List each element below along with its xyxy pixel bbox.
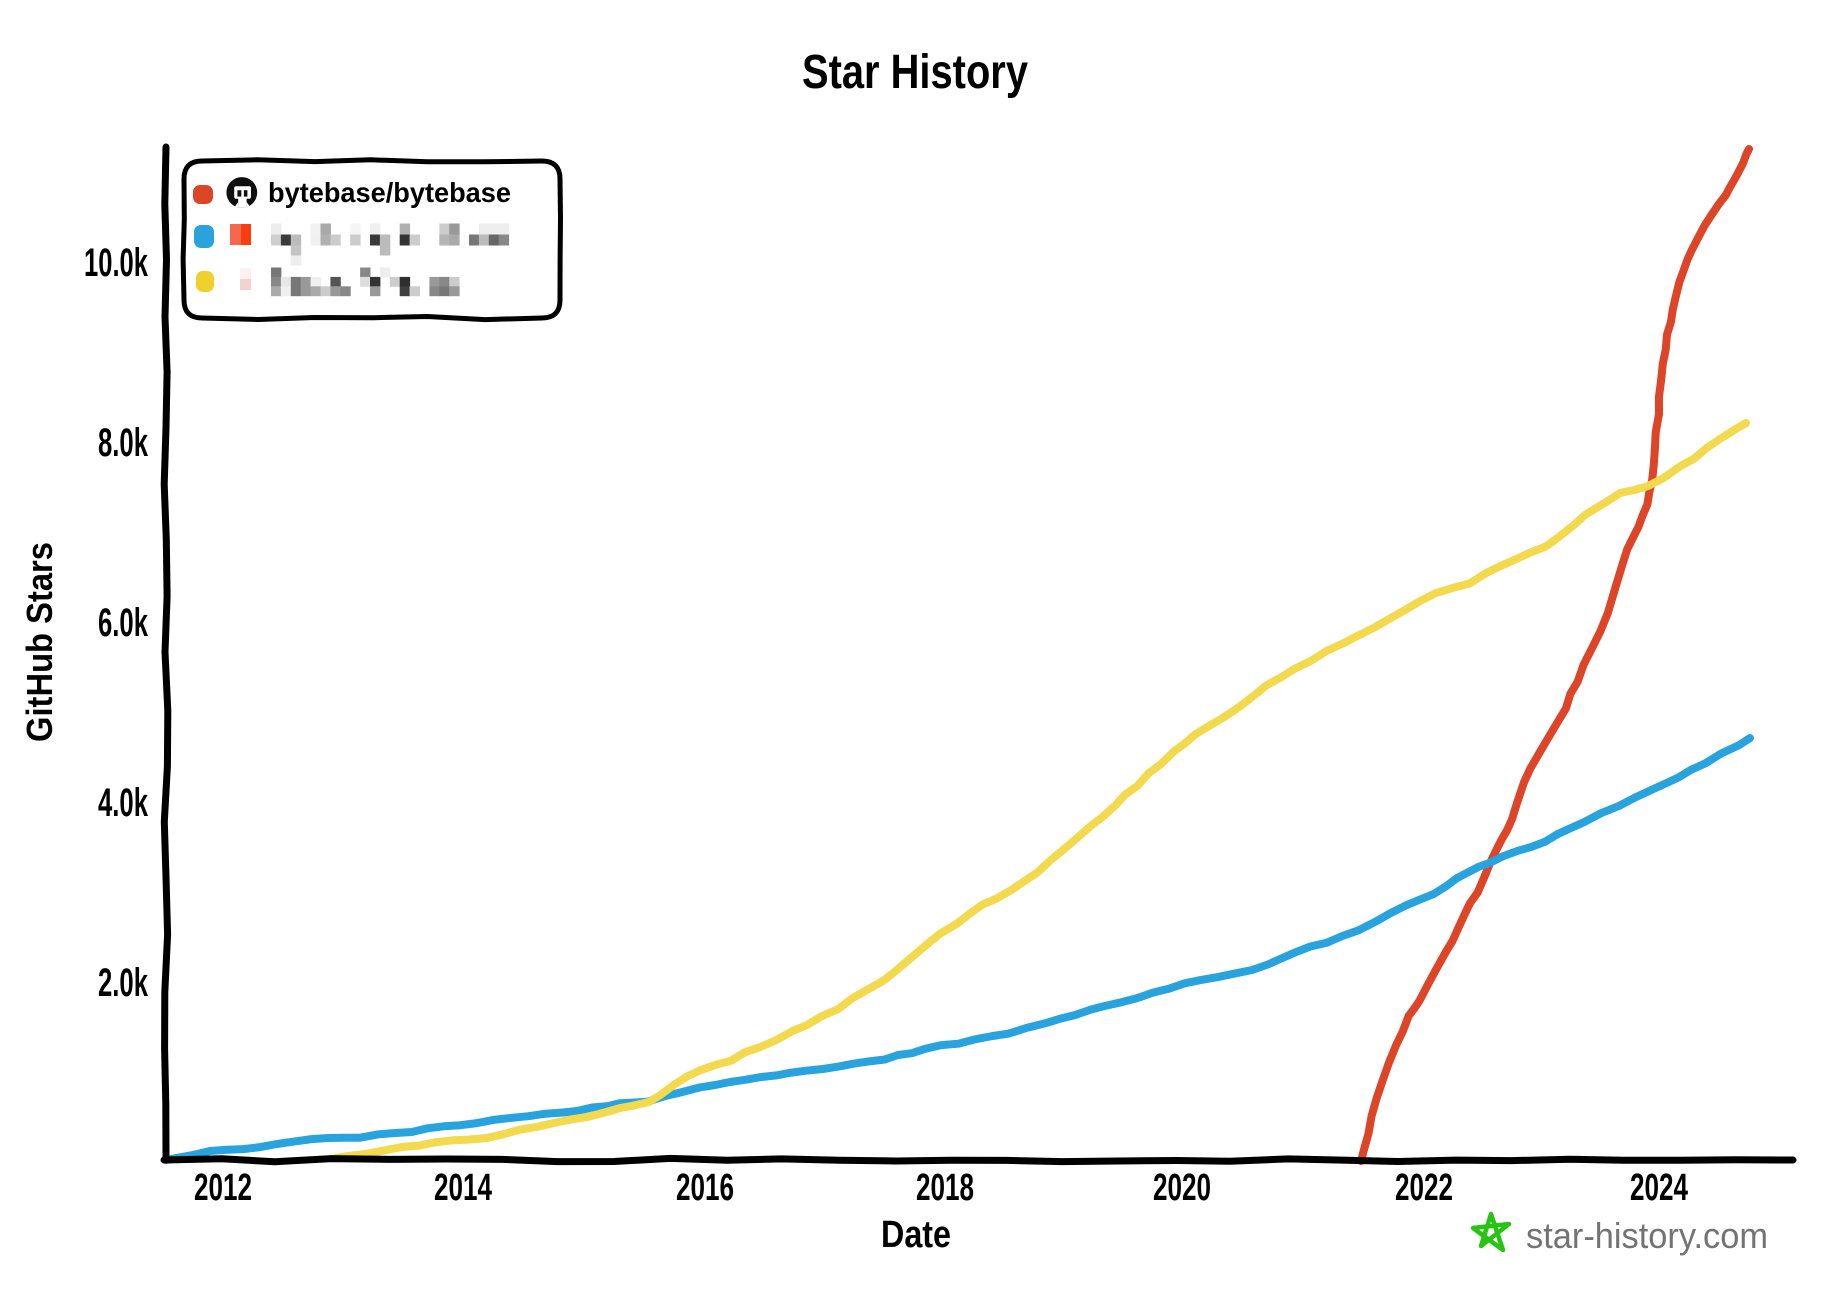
svg-text:2.0k: 2.0k <box>98 961 148 1005</box>
svg-text:star-history.com: star-history.com <box>1526 1215 1768 1256</box>
svg-text:2018: 2018 <box>916 1167 974 1209</box>
svg-text:4.0k: 4.0k <box>98 781 148 825</box>
svg-text:8.0k: 8.0k <box>98 421 148 465</box>
svg-text:bytebase/bytebase: bytebase/bytebase <box>268 177 511 208</box>
svg-text:2014: 2014 <box>434 1167 492 1209</box>
svg-text:2016: 2016 <box>676 1167 734 1209</box>
svg-text:2024: 2024 <box>1630 1167 1688 1209</box>
svg-text:2022: 2022 <box>1395 1167 1453 1209</box>
svg-text:GitHub Stars: GitHub Stars <box>19 542 60 742</box>
svg-text:6.0k: 6.0k <box>98 601 148 645</box>
svg-text:2012: 2012 <box>194 1167 252 1209</box>
svg-text:2020: 2020 <box>1153 1167 1211 1209</box>
svg-text:Star History: Star History <box>802 46 1028 99</box>
svg-text:Date: Date <box>881 1214 951 1256</box>
svg-text:10.0k: 10.0k <box>84 241 148 285</box>
